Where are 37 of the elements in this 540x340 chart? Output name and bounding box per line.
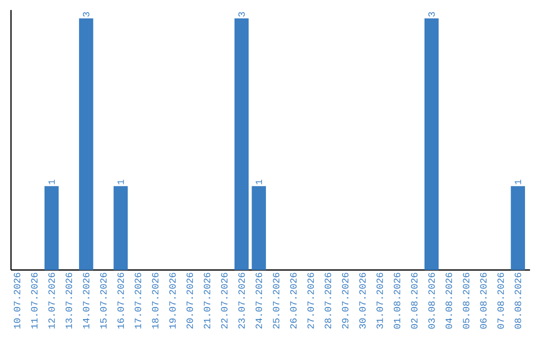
x-tick-label: 19.07.2026 — [169, 272, 176, 329]
x-tick-label: 12.07.2026 — [48, 272, 55, 329]
x-tick-label: 25.07.2026 — [272, 272, 280, 329]
x-tick-label: 22.07.2026 — [221, 272, 228, 329]
x-tick-label: 13.07.2026 — [66, 272, 72, 329]
x-tick-label: 15.07.2026 — [100, 272, 107, 329]
x-tick-label: 21.07.2026 — [204, 272, 210, 329]
x-tick-label: 04.08.2026 — [446, 272, 452, 329]
x-tick-label: 14.07.2026 — [82, 272, 90, 329]
data-label: 3 — [238, 12, 245, 17]
x-tick-label: 01.08.2026 — [394, 272, 400, 329]
data-label: 1 — [118, 180, 124, 184]
data-label: 1 — [256, 180, 262, 184]
x-tick-label: 31.07.2026 — [376, 272, 383, 329]
data-label: 3 — [82, 12, 90, 17]
x-tick-label: 11.07.2026 — [31, 272, 38, 329]
x-tick-label: 07.08.2026 — [497, 272, 504, 329]
data-label: 1 — [514, 180, 522, 184]
data-label: 3 — [428, 12, 435, 17]
x-tick-label: 29.07.2026 — [342, 272, 348, 329]
x-tick-label: 17.07.2026 — [134, 272, 142, 329]
x-tick-label: 23.07.2026 — [238, 272, 245, 329]
x-tick-label: 28.07.2026 — [324, 272, 332, 329]
x-tick-label: 16.07.2026 — [117, 272, 124, 329]
x-tick-label: 08.08.2026 — [514, 272, 522, 329]
x-tick-label: 30.07.2026 — [359, 272, 366, 329]
x-tick-label: 10.07.2026 — [14, 272, 20, 329]
x-tick-label: 03.08.2026 — [428, 272, 435, 329]
x-tick-label: 05.08.2026 — [462, 272, 470, 329]
data-label: 1 — [48, 180, 55, 184]
x-tick-label: 27.07.2026 — [307, 272, 314, 329]
x-tick-label: 06.08.2026 — [480, 272, 487, 329]
x-tick-label: 18.07.2026 — [152, 272, 158, 329]
x-tick-label: 24.07.2026 — [256, 272, 262, 329]
x-tick-label: 20.07.2026 — [186, 272, 193, 329]
x-tick-label: 02.08.2026 — [411, 272, 418, 329]
x-tick-label: 26.07.2026 — [290, 272, 297, 329]
